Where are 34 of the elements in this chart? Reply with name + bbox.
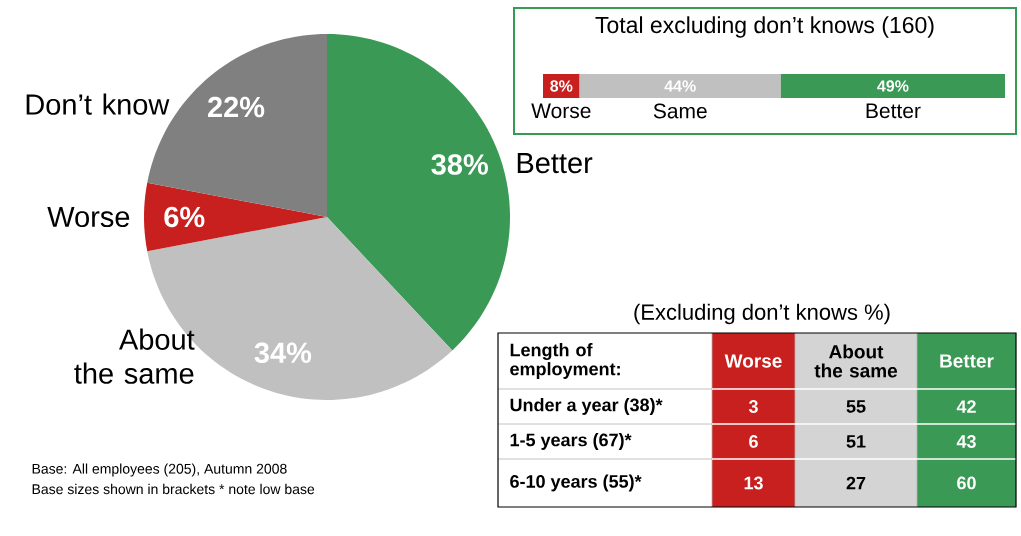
slice-label: Better (517, 152, 593, 174)
data-label: 44% (664, 80, 696, 92)
data-label: 22% (207, 96, 265, 118)
data-label: 38% (431, 154, 488, 175)
slice-label: About the same (74, 328, 195, 384)
text: Base: All employees (205), Autumn 2008 (32, 463, 287, 477)
text: Base sizes shown in brackets * note low base (32, 483, 315, 495)
data-label: 55 (846, 400, 866, 413)
data-label: 43 (956, 435, 976, 448)
category-label: Under a year (38)* (510, 398, 663, 415)
chart-title: Total excluding don’t knows (160) (595, 16, 934, 38)
data-label: 34% (254, 342, 312, 364)
category-label: 1-5 years (67)* (510, 433, 632, 450)
data-label: 6% (164, 206, 205, 228)
series-label: Worse (531, 103, 591, 119)
data-label: 3 (748, 400, 758, 413)
data-label: 60 (957, 476, 976, 490)
data-label: 51 (846, 435, 866, 448)
text: Length of employment: (510, 343, 620, 379)
series-label: Same (653, 103, 707, 119)
text: (Excluding don’t knows %) (634, 303, 890, 325)
slice-label: Worse (47, 206, 130, 228)
slice-label: Don’t know (26, 93, 170, 115)
data-label: 6 (749, 435, 758, 448)
series-label: Worse (724, 354, 782, 368)
data-label: 27 (846, 476, 866, 490)
category-label: 6-10 years (55)* (510, 474, 642, 492)
data-label: 13 (744, 476, 763, 490)
series-label: Better (940, 354, 994, 368)
series-label: About the same (814, 344, 898, 378)
data-label: 8% (550, 80, 573, 92)
data-label: 49% (877, 80, 909, 92)
data-label: 42 (956, 400, 976, 413)
series-label: Better (866, 103, 921, 119)
